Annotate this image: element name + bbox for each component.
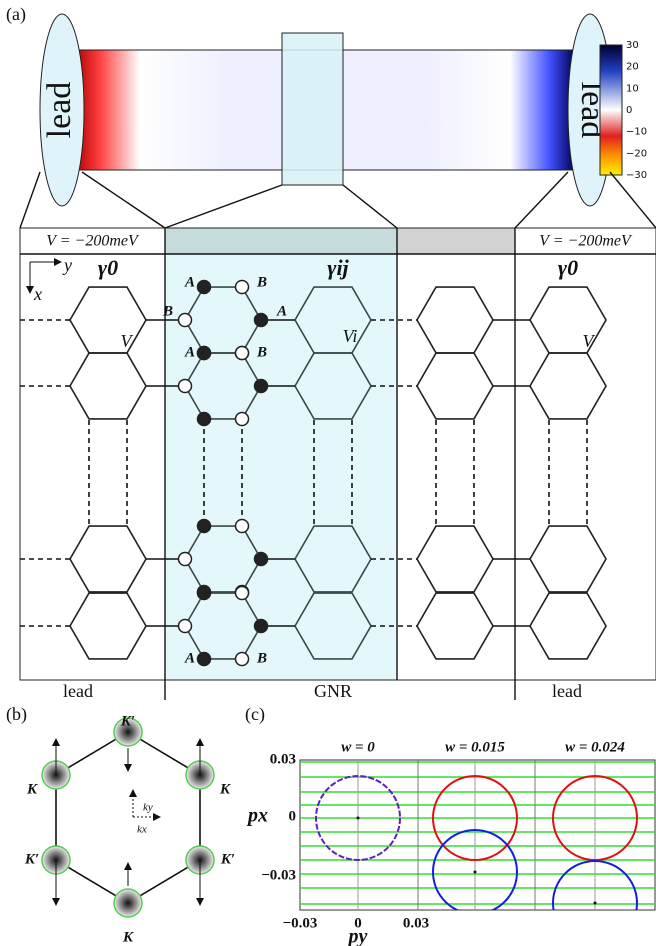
hexagon (530, 526, 606, 592)
atom (236, 281, 249, 294)
atom-label: A (184, 274, 195, 290)
atom (179, 620, 192, 633)
atom (198, 347, 211, 360)
column-title: w = 0.015 (445, 739, 505, 755)
colorbar-tick-label: 10 (626, 83, 639, 94)
gnr-window (282, 33, 343, 185)
atom-label: A (184, 650, 195, 666)
colorbar-ticks: 30 20 10 0 −10 −20 −30 (626, 40, 647, 181)
zoom-line (515, 172, 568, 228)
hexagon (417, 287, 493, 353)
axis-label: kx (137, 824, 147, 836)
valley-label: K (122, 929, 134, 945)
colorbar-tick-label: −10 (626, 127, 647, 138)
atom (236, 413, 249, 426)
atom (236, 587, 249, 600)
zoom-line (20, 172, 40, 228)
page: {"panel_a":{"label":"(a)","lead_left":"l… (0, 0, 656, 946)
valley-label: K (26, 781, 38, 797)
colorbar-tick-label: −30 (626, 170, 647, 181)
axis-label: x (33, 284, 42, 304)
atom (255, 380, 268, 393)
y-tick-label: −0.03 (261, 867, 296, 883)
hexagon (530, 287, 606, 353)
atom (236, 653, 249, 666)
zoom-line (165, 185, 282, 228)
atom-label: B (256, 650, 267, 666)
bias-label: V = −200meV (46, 233, 140, 250)
x-tick-label: 0.03 (403, 915, 429, 931)
atom (179, 553, 192, 566)
y-axis-label: px (246, 805, 268, 827)
panel-label: (c) (245, 704, 265, 725)
valley-label: K′ (24, 851, 39, 867)
region-label: GNR (314, 681, 352, 701)
momentum-plot (300, 760, 655, 945)
atom (255, 553, 268, 566)
zoom-line (82, 172, 165, 228)
axis-label: y (62, 255, 72, 275)
hopping-label: γ0 (558, 255, 578, 280)
hexagon (417, 353, 493, 419)
hexagon (530, 593, 606, 659)
valley (114, 889, 142, 917)
colorbar-tick-label: 0 (626, 105, 632, 116)
colorbar-tick-label: 30 (626, 40, 639, 51)
colorbar-tick-label: 20 (626, 62, 639, 73)
atom-label: B (162, 303, 173, 319)
axis-label: ky (143, 802, 153, 814)
colorbar-tick-label: −20 (626, 148, 647, 159)
atom (198, 653, 211, 666)
atom (198, 281, 211, 294)
atom-label: A (276, 303, 287, 319)
figure: (a) lead lead 30 20 10 0 −10 −20 −30 V = −200m… (0, 0, 656, 946)
valley-label: K′ (120, 713, 135, 729)
region-label: lead (552, 681, 582, 701)
valley-label: K′ (220, 851, 235, 867)
center (474, 871, 477, 874)
x-tick-label: −0.03 (283, 915, 318, 931)
hopping-label: γ0 (98, 255, 118, 280)
center (594, 902, 597, 905)
potential-label: V (121, 331, 134, 351)
strip (397, 228, 515, 254)
column-title: w = 0.024 (565, 739, 625, 755)
region-label: lead (63, 681, 93, 701)
atom-label: B (256, 344, 267, 360)
y-tick-label: 0.03 (270, 751, 296, 767)
column-title: w = 0 (341, 739, 375, 755)
center (357, 817, 360, 820)
potential-label: Vi (343, 326, 358, 346)
panel-label: (b) (6, 704, 27, 725)
x-axis-label: py (347, 926, 368, 946)
y-tick-label: 0 (289, 808, 297, 824)
hexagon (70, 287, 146, 353)
hexagon (70, 593, 146, 659)
hexagon (417, 593, 493, 659)
valley-label: K (219, 781, 231, 797)
lead-label: lead (41, 82, 78, 139)
atom (236, 347, 249, 360)
panel-label: (a) (6, 4, 26, 25)
atom-label: A (184, 344, 195, 360)
atom-label: B (256, 274, 267, 290)
gnr-strip (165, 228, 397, 254)
atom (179, 380, 192, 393)
atom (198, 587, 211, 600)
bias-label: V = −200meV (539, 233, 633, 250)
atom (179, 314, 192, 327)
atom (198, 520, 211, 533)
zoom-line (343, 185, 397, 228)
hexagon (417, 526, 493, 592)
atom (198, 413, 211, 426)
hopping-label: γij (327, 255, 349, 280)
atom (255, 314, 268, 327)
hexagon (70, 526, 146, 592)
hexagon (530, 353, 606, 419)
atom (236, 520, 249, 533)
atom (255, 620, 268, 633)
colorbar (600, 45, 622, 175)
hexagon (70, 353, 146, 419)
